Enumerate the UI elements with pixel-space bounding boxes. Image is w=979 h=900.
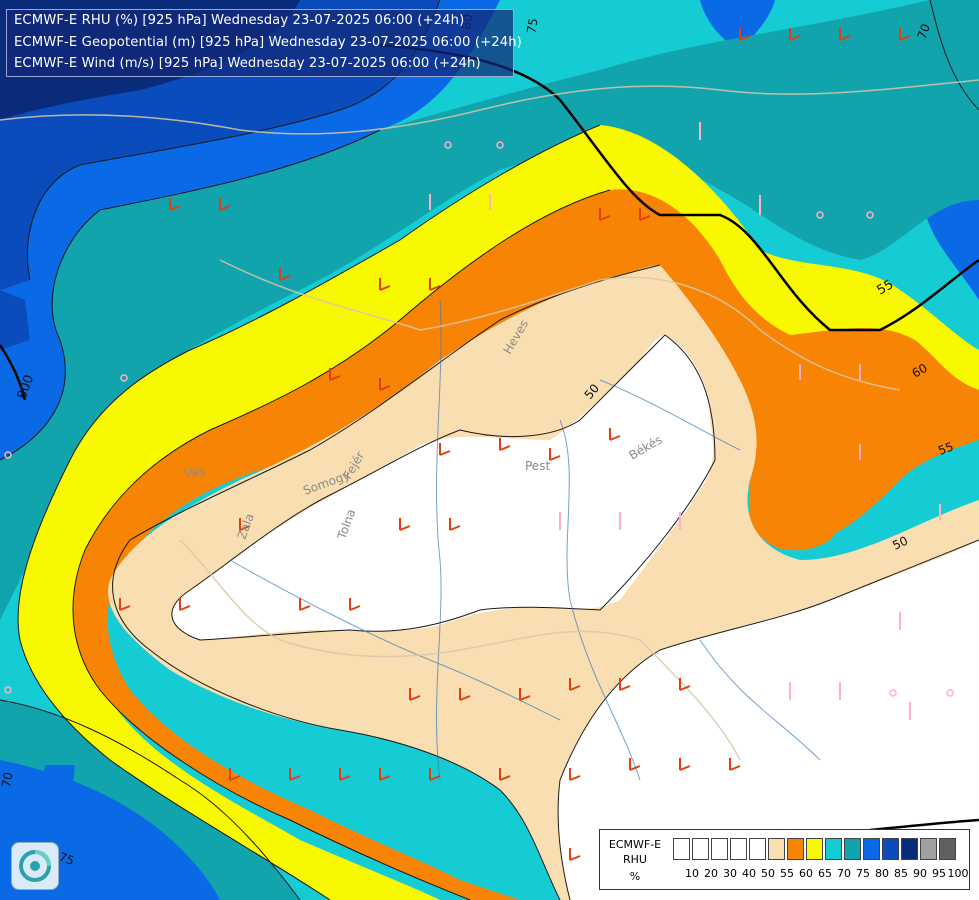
contour-label: 75: [57, 850, 76, 868]
legend-swatch: [749, 838, 766, 860]
legend-tick: 85: [894, 867, 908, 880]
geopotential-label-group: 800 55: [15, 277, 897, 401]
contour-label: 70: [0, 771, 16, 788]
geopotential-line-w: [0, 344, 27, 401]
rhu-band-60: [73, 189, 979, 900]
rhu-blob-se-orange: [748, 329, 929, 551]
cyclone-logo-icon: [19, 850, 51, 882]
legend-tick: 80: [875, 867, 889, 880]
legend-swatch: [806, 838, 823, 860]
legend-tick: 70: [837, 867, 851, 880]
contour-label: 70: [915, 22, 933, 41]
rivers: [229, 299, 821, 781]
geopotential-label: 55: [875, 277, 897, 298]
borders: [0, 79, 979, 761]
rhu-region-50-se: [558, 540, 979, 900]
map-title-box: ECMWF-E RHU (%) [925 hPa] Wednesday 23-0…: [6, 9, 522, 77]
legend-tick: 95: [932, 867, 946, 880]
legend: ECMWF-E RHU % 10 20 30 40 50 55 60 65 70 75 80 85 90…: [599, 829, 970, 890]
legend-tick: 40: [742, 867, 756, 880]
legend-swatch: [882, 838, 899, 860]
legend-swatch: [939, 838, 956, 860]
contour-label: 60: [910, 361, 930, 381]
rhu-blob-e: [925, 195, 979, 300]
legend-swatch: [787, 838, 804, 860]
legend-variable: RHU: [623, 853, 647, 866]
legend-swatch: [673, 838, 690, 860]
geopotential-line-se: [869, 818, 979, 832]
legend-swatch: [692, 838, 709, 860]
legend-tick: 100: [947, 867, 969, 880]
legend-tick: 30: [723, 867, 737, 880]
contour-label: 75: [524, 17, 540, 34]
place-label: Pest: [525, 459, 550, 473]
legend-swatch: [730, 838, 747, 860]
title-line-geopotential: ECMWF-E Geopotential (m) [925 hPa] Wedne…: [14, 35, 522, 50]
legend-tick: 10: [685, 867, 699, 880]
legend-swatch: [825, 838, 842, 860]
legend-model: ECMWF-E: [608, 838, 662, 851]
legend-tick: 50: [761, 867, 775, 880]
wind-barbs: [4, 28, 954, 861]
contour-label: 55: [936, 439, 955, 457]
legend-tick: 75: [856, 867, 870, 880]
place-label: Vas: [183, 464, 206, 481]
legend-tick: 60: [799, 867, 813, 880]
title-line-rhu: ECMWF-E RHU (%) [925 hPa] Wednesday 23-0…: [14, 13, 465, 28]
legend-swatch: [901, 838, 918, 860]
rhu-region-50-core: [171, 335, 713, 640]
legend-unit: %: [629, 870, 641, 883]
legend-swatch: [844, 838, 861, 860]
legend-tick: 55: [780, 867, 794, 880]
legend-swatch: [863, 838, 880, 860]
rhu-band-75: [0, 0, 979, 620]
legend-tick: 20: [704, 867, 718, 880]
rhu-blob-sw: [40, 765, 75, 815]
contour-label: 50: [890, 534, 910, 553]
legend-tick: 90: [913, 867, 927, 880]
legend-swatch: [920, 838, 937, 860]
logo: [11, 842, 59, 890]
rhu-blob-ne: [700, 0, 775, 50]
legend-swatch: [711, 838, 728, 860]
rhu-band-85-b: [0, 290, 30, 350]
title-line-wind: ECMWF-E Wind (m/s) [925 hPa] Wednesday 2…: [14, 56, 481, 71]
legend-tick: 65: [818, 867, 832, 880]
legend-swatch: [768, 838, 785, 860]
